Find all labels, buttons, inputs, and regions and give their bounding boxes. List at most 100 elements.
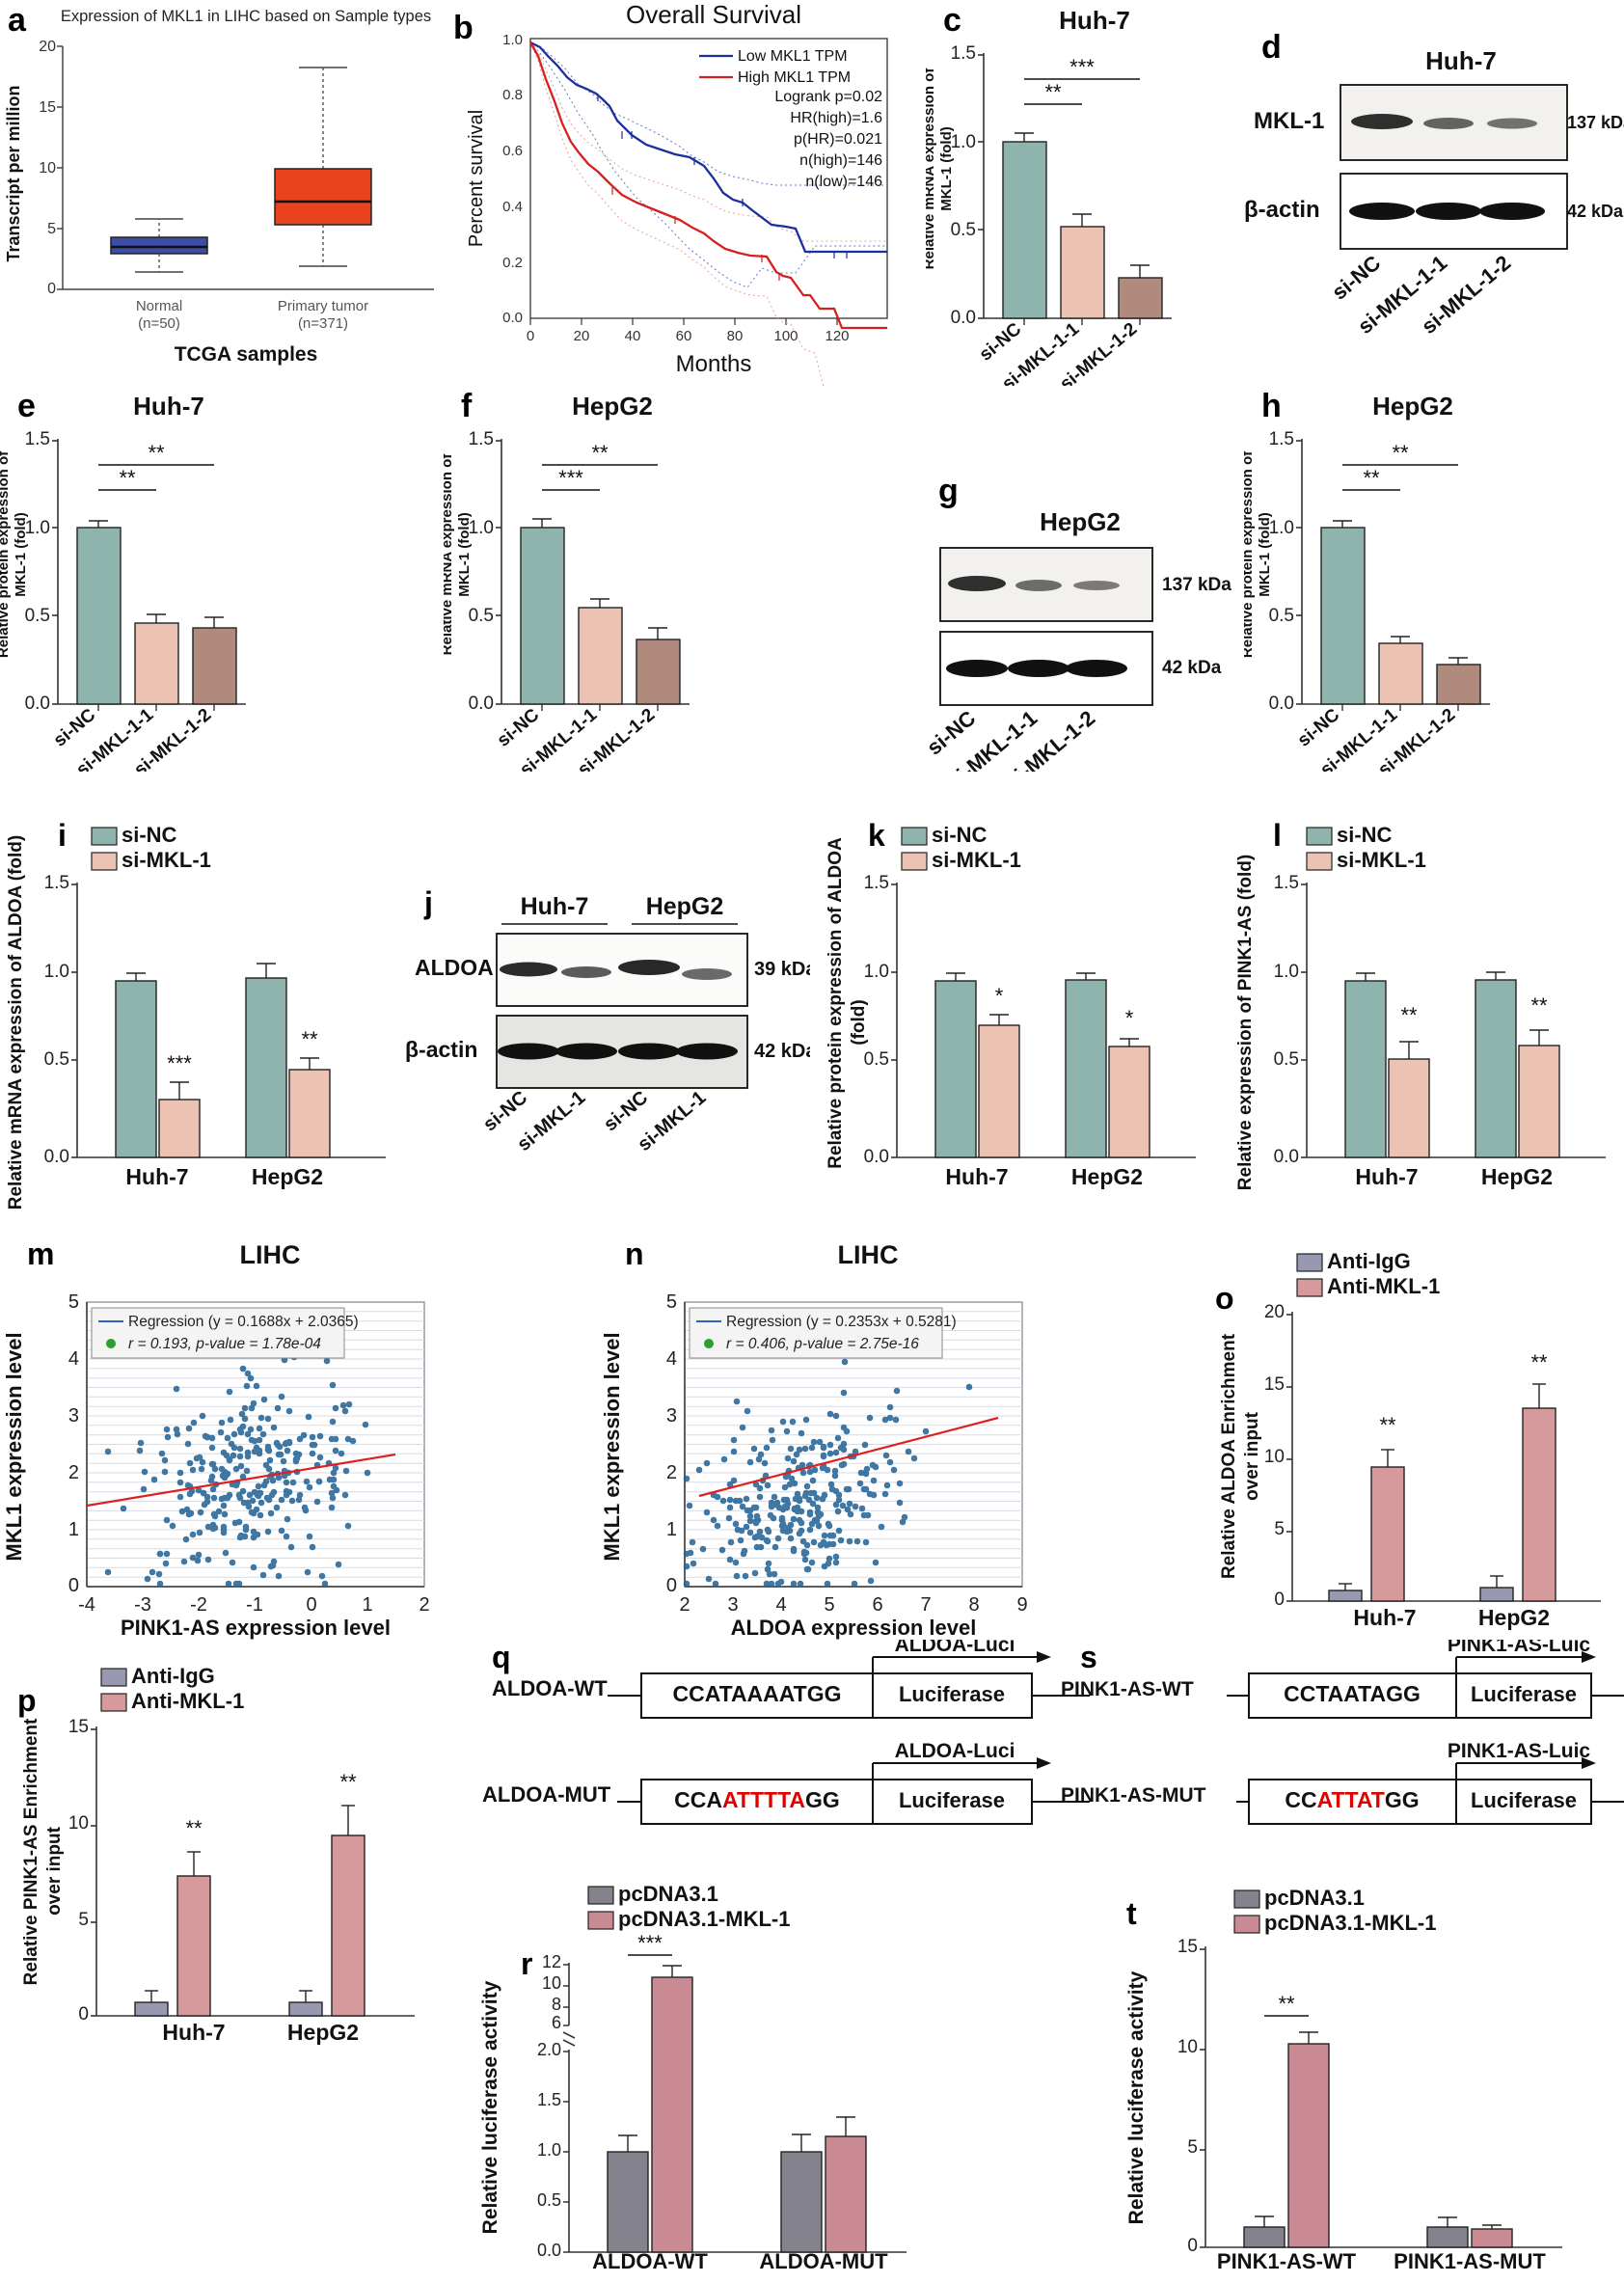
svg-text:PINK1-AS-WT: PINK1-AS-WT <box>1217 2249 1357 2273</box>
svg-text:TCGA samples: TCGA samples <box>175 343 318 366</box>
svg-text:0.0: 0.0 <box>469 693 494 714</box>
svg-text:Primary tumor: Primary tumor <box>278 298 368 314</box>
svg-text:3: 3 <box>68 1405 79 1427</box>
svg-text:**: ** <box>591 441 609 465</box>
svg-text:Percent survival: Percent survival <box>466 110 487 247</box>
svg-text:2: 2 <box>679 1594 690 1616</box>
svg-text:Relative mRNA expression of: Relative mRNA expression of <box>444 453 455 656</box>
svg-text:8: 8 <box>968 1594 979 1616</box>
svg-text:120: 120 <box>825 328 849 344</box>
svg-text:1.5: 1.5 <box>1269 429 1294 449</box>
svg-text:1.0: 1.0 <box>1274 962 1299 982</box>
svg-text:6: 6 <box>872 1594 882 1616</box>
svg-text:si-NC: si-NC <box>976 319 1026 366</box>
svg-text:LIHC: LIHC <box>240 1240 301 1269</box>
svg-text:HepG2: HepG2 <box>1071 1164 1143 1189</box>
svg-text:42 kDa: 42 kDa <box>754 1041 810 1062</box>
svg-text:Relative protein expression of: Relative protein expression of ALDOA <box>826 837 846 1169</box>
svg-text:***: *** <box>1069 55 1095 79</box>
svg-text:60: 60 <box>676 328 692 344</box>
svg-text:**: ** <box>1530 993 1548 1018</box>
svg-text:0.5: 0.5 <box>864 1049 889 1070</box>
svg-text:137 kDa: 137 kDa <box>1162 575 1232 595</box>
svg-text:0.6: 0.6 <box>502 143 523 159</box>
svg-text:Relative ALDOA Enrichment: Relative ALDOA Enrichment <box>1219 1333 1239 1579</box>
svg-text:0.2: 0.2 <box>502 255 523 271</box>
svg-text:si-NC: si-NC <box>494 705 544 751</box>
svg-text:HepG2: HepG2 <box>252 1164 323 1189</box>
svg-text:**: ** <box>148 441 165 465</box>
svg-text:Expression of MKL1 in LIHC bas: Expression of MKL1 in LIHC based on Samp… <box>61 8 431 25</box>
svg-text:si-NC: si-NC <box>1327 251 1385 305</box>
svg-text:4: 4 <box>775 1594 786 1616</box>
svg-text:1.5: 1.5 <box>864 873 889 893</box>
svg-text:Huh-7: Huh-7 <box>521 893 589 920</box>
svg-text:0.4: 0.4 <box>502 199 523 215</box>
svg-text:Luciferase: Luciferase <box>899 1682 1005 1706</box>
svg-text:ALDOA-MUT: ALDOA-MUT <box>759 2249 888 2273</box>
svg-text:CCATAAAATGG: CCATAAAATGG <box>672 1681 841 1706</box>
svg-text:Anti-MKL-1: Anti-MKL-1 <box>1327 1274 1440 1298</box>
svg-text:si-NC: si-NC <box>479 1087 531 1135</box>
svg-text:5: 5 <box>824 1594 834 1616</box>
svg-text:-4: -4 <box>78 1594 95 1616</box>
svg-text:***: *** <box>637 1931 663 1955</box>
svg-text:Overall Survival: Overall Survival <box>626 0 801 29</box>
svg-text:0.5: 0.5 <box>44 1049 69 1070</box>
svg-text:CCTAATAGG: CCTAATAGG <box>1284 1681 1421 1706</box>
svg-text:HepG2: HepG2 <box>572 392 653 421</box>
svg-text:Low MKL1 TPM: Low MKL1 TPM <box>738 48 848 65</box>
svg-text:*: * <box>995 984 1004 1008</box>
svg-text:si-MKL-1: si-MKL-1 <box>932 848 1021 872</box>
svg-text:PINK1-AS-WT: PINK1-AS-WT <box>1061 1678 1194 1700</box>
svg-text:ALDOA-Luci: ALDOA-Luci <box>895 1740 1015 1762</box>
svg-text:HepG2: HepG2 <box>646 893 724 920</box>
svg-text:Relative PINK1-AS Enrichment: Relative PINK1-AS Enrichment <box>21 1718 41 1985</box>
svg-text:10: 10 <box>1177 2037 1198 2057</box>
svg-text:15: 15 <box>1264 1374 1285 1395</box>
svg-text:Huh-7: Huh-7 <box>125 1164 188 1189</box>
svg-text:1: 1 <box>68 1519 79 1540</box>
svg-text:pcDNA3.1-MKL-1: pcDNA3.1-MKL-1 <box>618 1907 790 1931</box>
svg-text:HR(high)=1.6: HR(high)=1.6 <box>790 110 882 126</box>
svg-text:20: 20 <box>39 39 56 55</box>
svg-text:p(HR)=0.021: p(HR)=0.021 <box>794 131 882 148</box>
svg-text:Huh-7: Huh-7 <box>1355 1164 1418 1189</box>
svg-text:LIHC: LIHC <box>838 1240 899 1269</box>
svg-text:5: 5 <box>47 221 56 237</box>
svg-text:0: 0 <box>1187 2236 1198 2256</box>
svg-text:HepG2: HepG2 <box>287 2020 359 2045</box>
svg-text:5: 5 <box>68 1291 79 1313</box>
svg-text:10: 10 <box>39 160 56 177</box>
svg-text:1.5: 1.5 <box>469 429 494 449</box>
svg-text:3: 3 <box>727 1594 738 1616</box>
svg-text:HepG2: HepG2 <box>1372 392 1453 421</box>
svg-text:HepG2: HepG2 <box>1040 507 1121 536</box>
svg-text:0.0: 0.0 <box>951 308 976 328</box>
svg-text:39 kDa: 39 kDa <box>754 959 810 980</box>
svg-text:PINK1-AS-MUT: PINK1-AS-MUT <box>1061 1784 1206 1807</box>
svg-text:1.5: 1.5 <box>25 429 50 449</box>
svg-text:0.0: 0.0 <box>1269 693 1294 714</box>
svg-text:8: 8 <box>552 1995 561 2014</box>
svg-text:1.5: 1.5 <box>44 873 69 893</box>
svg-text:1.0: 1.0 <box>537 2140 561 2160</box>
svg-text:0: 0 <box>306 1594 316 1616</box>
svg-text:pcDNA3.1-MKL-1: pcDNA3.1-MKL-1 <box>1264 1911 1436 1935</box>
svg-text:20: 20 <box>574 328 590 344</box>
svg-text:Anti-IgG: Anti-IgG <box>131 1664 215 1688</box>
svg-text:Transcript per million: Transcript per million <box>4 85 23 261</box>
svg-text:PINK1-AS expression level: PINK1-AS expression level <box>121 1616 391 1640</box>
svg-text:n(low)=146: n(low)=146 <box>805 174 882 190</box>
svg-text:Huh-7: Huh-7 <box>133 392 204 421</box>
svg-text:10: 10 <box>542 1973 561 1993</box>
svg-text:2: 2 <box>68 1462 79 1483</box>
svg-text:ALDOA-WT: ALDOA-WT <box>492 1676 608 1700</box>
svg-text:0.5: 0.5 <box>1274 1049 1299 1070</box>
svg-text:4: 4 <box>666 1348 677 1370</box>
svg-text:Regression (y = 0.2353x + 0.52: Regression (y = 0.2353x + 0.5281) <box>726 1314 957 1330</box>
svg-text:ALDOA expression level: ALDOA expression level <box>731 1616 977 1640</box>
svg-text:0: 0 <box>78 2004 89 2025</box>
svg-text:100: 100 <box>773 328 798 344</box>
svg-text:-2: -2 <box>190 1594 207 1616</box>
